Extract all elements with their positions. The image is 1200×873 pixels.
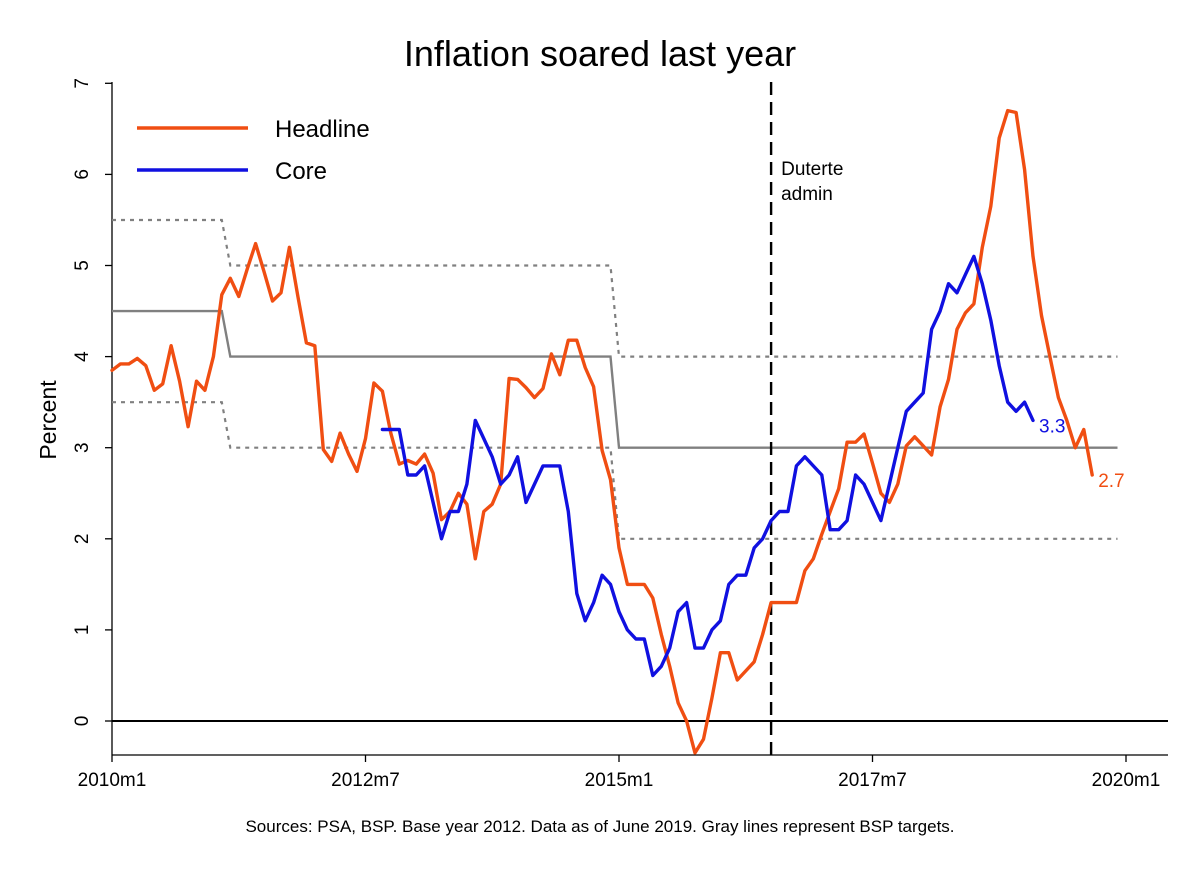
x-tick-label-2012m7: 2012m7 — [331, 770, 400, 791]
x-tick-label-2020m1: 2020m1 — [1092, 770, 1161, 791]
y-tick-label-3: 3 — [72, 442, 93, 453]
y-tick-label-7: 7 — [72, 78, 93, 89]
x-tick-label-2010m1: 2010m1 — [78, 770, 147, 791]
target-midpoint-line — [112, 309, 1118, 449]
annotation-line-2: admin — [781, 184, 833, 205]
target-upper-bound-line — [112, 218, 1118, 358]
y-tick-label-1: 1 — [72, 625, 93, 636]
y-tick-label-0: 0 — [72, 716, 93, 727]
x-tick-label-2015m1: 2015m1 — [585, 770, 654, 791]
x-tick-label-2017m7: 2017m7 — [838, 770, 907, 791]
chart-title: Inflation soared last year — [404, 33, 796, 74]
y-tick-label-5: 5 — [72, 260, 93, 271]
y-tick-label-6: 6 — [72, 169, 93, 180]
legend-label-core: Core — [275, 158, 327, 185]
plot-area: 0 1 2 3 4 5 6 7 2010m1 2012m7 2015m1 2017m7 2020m1 Du… — [72, 78, 1168, 791]
series-line-headline — [110, 108, 1094, 755]
end-label-core: 3.3 — [1039, 416, 1065, 437]
annotation-line-1: Duterte — [781, 159, 843, 180]
end-label-headline: 2.7 — [1098, 471, 1124, 492]
y-tick-label-4: 4 — [72, 351, 93, 362]
source-note: Sources: PSA, BSP. Base year 2012. Data … — [245, 817, 954, 836]
series-line-core — [380, 254, 1035, 678]
target-lower-bound-line — [112, 401, 1118, 540]
legend-label-headline: Headline — [275, 116, 370, 143]
y-axis-label: Percent — [35, 380, 61, 460]
y-tick-label-2: 2 — [72, 534, 93, 545]
